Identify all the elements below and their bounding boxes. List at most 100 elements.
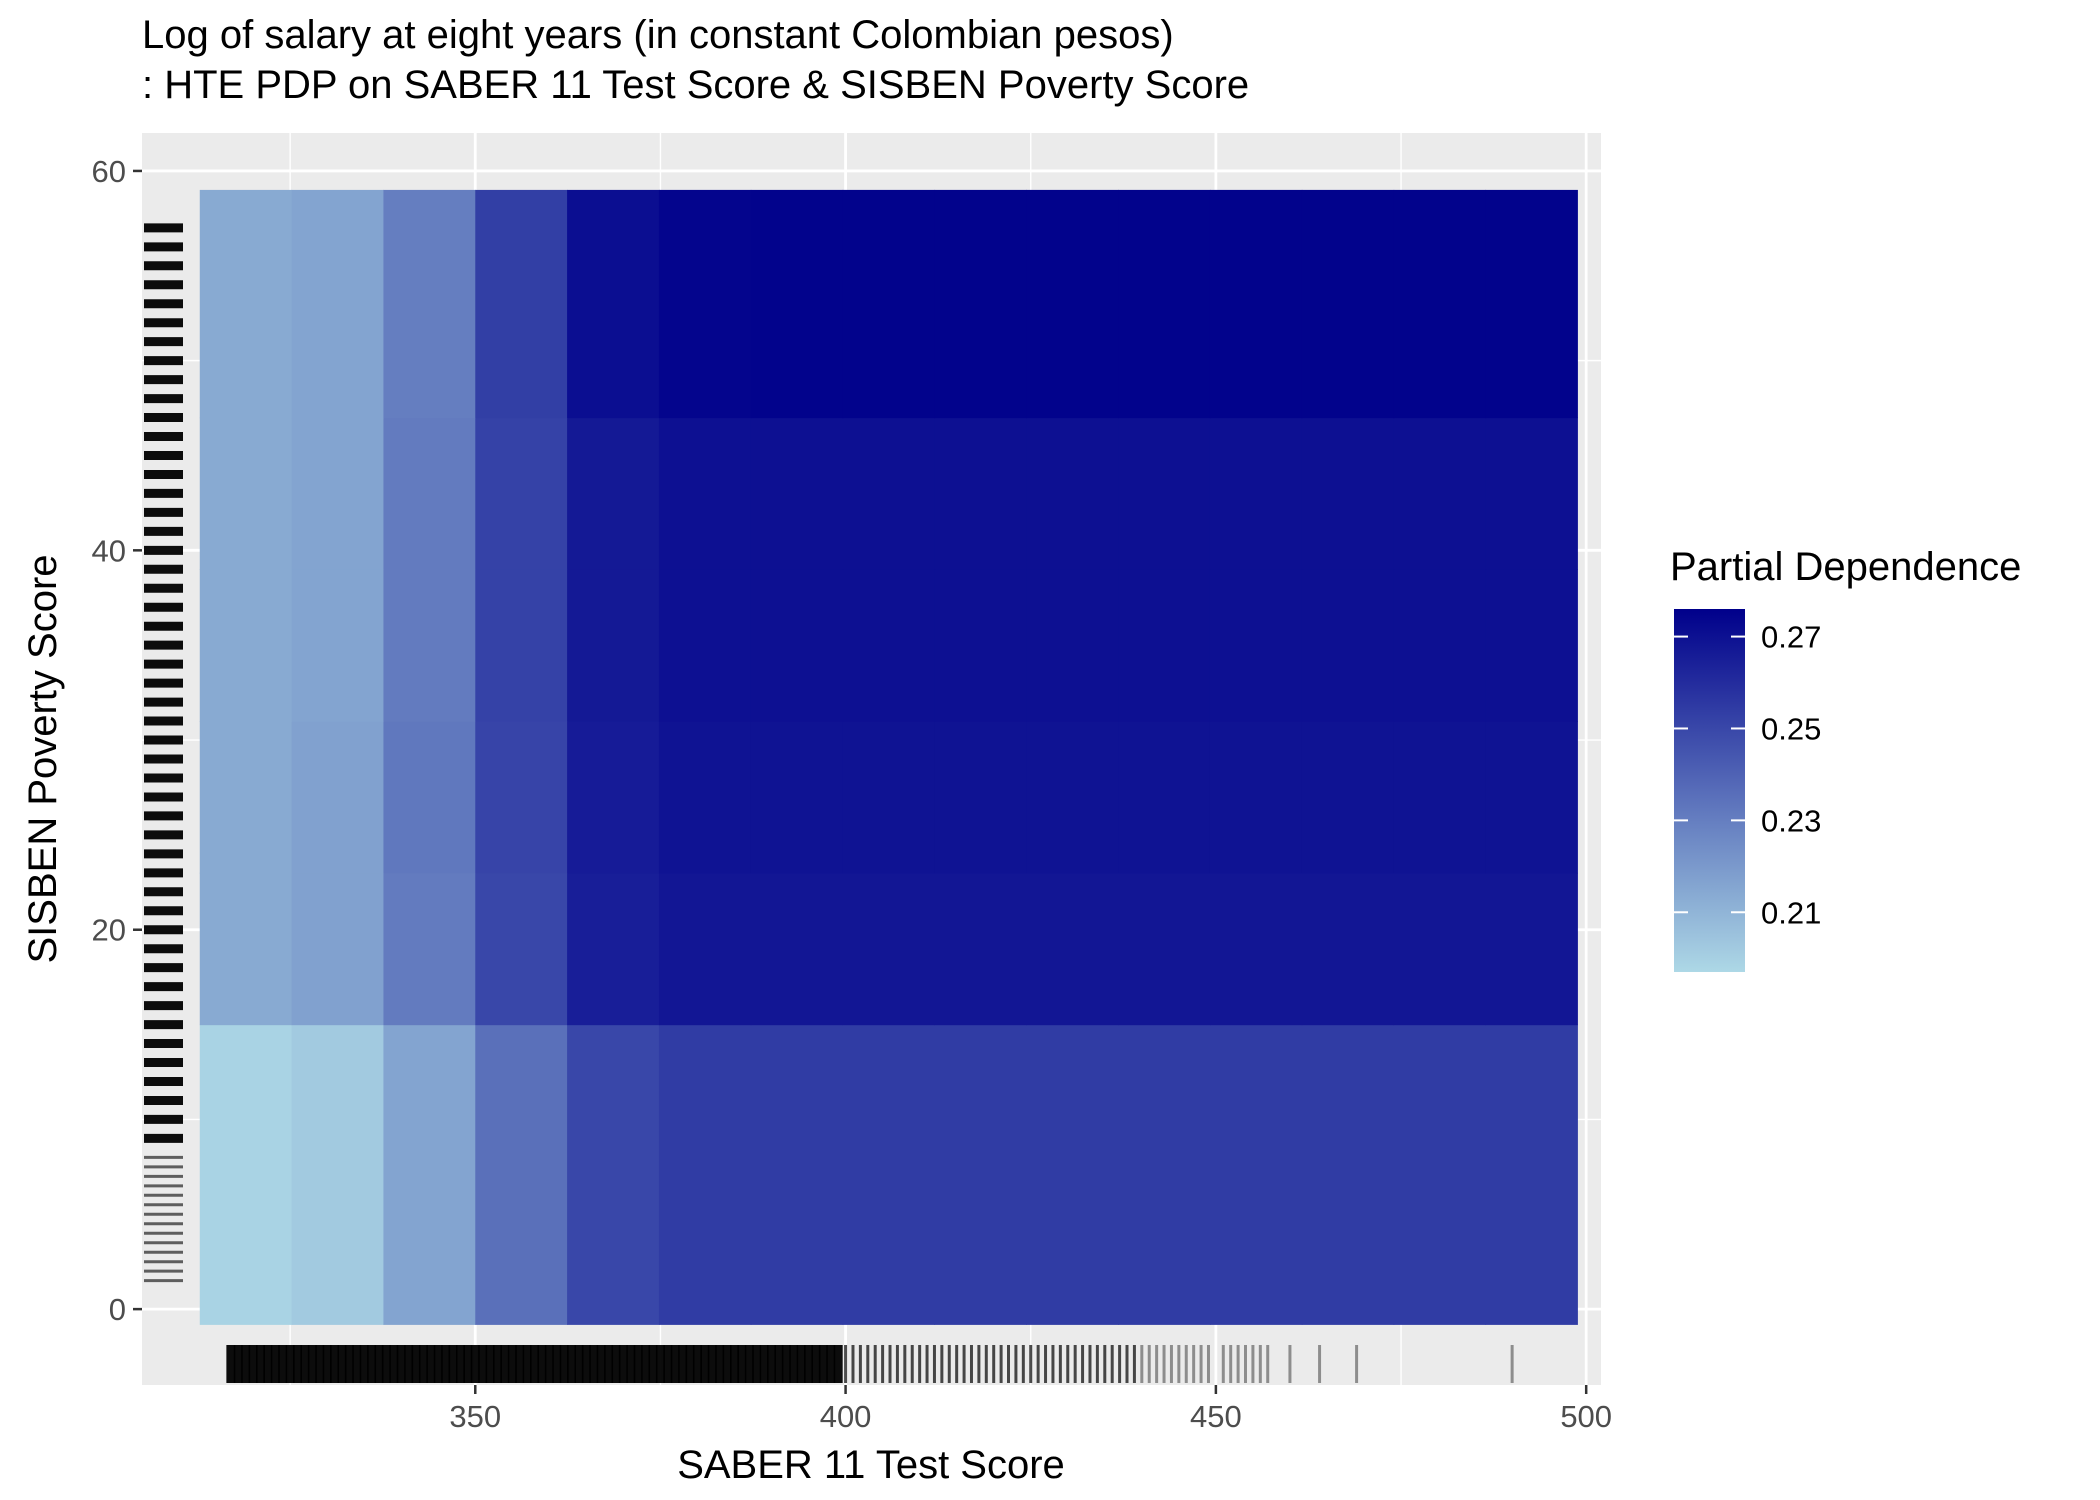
heatmap-tile [1209, 189, 1303, 419]
heatmap-tile [658, 189, 752, 419]
heatmap-tile [934, 417, 1027, 570]
y-axis: 0 20 40 60 [92, 154, 142, 1327]
heatmap-tile [1301, 189, 1395, 419]
legend-tick-label: 0.21 [1761, 895, 1821, 930]
heatmap-tile [1393, 1024, 1487, 1325]
heatmap-tile [567, 872, 660, 1026]
x-tick-label: 350 [449, 1399, 501, 1434]
x-tick-label: 450 [1190, 1399, 1242, 1434]
heatmap-tile [842, 1024, 936, 1325]
heatmap-tile [291, 569, 385, 722]
heatmap-tile [1485, 569, 1578, 722]
heatmap-tile [750, 721, 844, 874]
heatmap-tile [1118, 417, 1211, 570]
heatmap-tile [1393, 569, 1487, 722]
legend-tick-label: 0.27 [1761, 620, 1821, 655]
heatmap-tile [842, 189, 936, 419]
legend-tick-label: 0.25 [1761, 711, 1821, 746]
heatmap-tile [567, 1024, 660, 1325]
heatmap-tile [383, 1024, 476, 1325]
x-tick-label: 400 [820, 1399, 872, 1434]
heatmap-tile [1026, 189, 1119, 419]
x-axis: 350 400 450 500 [449, 1385, 1612, 1434]
heatmap-tile [475, 872, 568, 1026]
heatmap-tile [199, 569, 293, 722]
heatmap-tile [1485, 1024, 1578, 1325]
y-tick-label: 60 [92, 154, 126, 189]
heatmap-tile [1301, 721, 1395, 874]
heatmap-tile [750, 1024, 844, 1325]
chart-title: Log of salary at eight years (in constan… [142, 13, 1174, 57]
heatmap-tile [658, 1024, 752, 1325]
heatmap-tile [842, 872, 936, 1026]
heatmap-tile [1209, 417, 1303, 570]
heatmap-tile [842, 569, 936, 722]
heatmap-tile [1118, 189, 1211, 419]
heatmap-tile [383, 189, 476, 419]
heatmap-tile [291, 189, 385, 419]
heatmap-tile [1026, 1024, 1119, 1325]
heatmap-tile [475, 569, 568, 722]
heatmap-tile [1209, 872, 1303, 1026]
heatmap-tile [1118, 721, 1211, 874]
heatmap-tile [658, 417, 752, 570]
y-tick-label: 20 [92, 913, 126, 948]
legend-ticks: 0.21 0.23 0.25 0.27 [1674, 620, 1821, 930]
heatmap-tile [1393, 872, 1487, 1026]
y-axis-title: SISBEN Poverty Score [21, 554, 65, 963]
heatmap-tile [567, 417, 660, 570]
heatmap-tile [1393, 189, 1487, 419]
heatmap-tile [383, 569, 476, 722]
heatmap-tile [199, 189, 293, 419]
heatmap-tile [567, 569, 660, 722]
heatmap-tile [291, 1024, 385, 1325]
heatmap-tile [291, 721, 385, 874]
heatmap-tile [291, 417, 385, 570]
heatmap-tile [199, 1024, 293, 1325]
heatmap-tile [1301, 1024, 1395, 1325]
heatmap-tile [1485, 417, 1578, 570]
heatmap-tiles [199, 189, 1578, 1325]
heatmap-tile [1209, 721, 1303, 874]
legend-title: Partial Dependence [1670, 545, 2021, 589]
heatmap-tile [291, 872, 385, 1026]
heatmap-tile [383, 721, 476, 874]
heatmap-tile [1485, 721, 1578, 874]
heatmap-tile [1118, 872, 1211, 1026]
heatmap-tile [1209, 569, 1303, 722]
rug-y [144, 223, 183, 1283]
heatmap-tile [750, 872, 844, 1026]
heatmap-tile [1393, 417, 1487, 570]
heatmap-tile [842, 721, 936, 874]
heatmap-tile [658, 569, 752, 722]
heatmap-tile [1118, 569, 1211, 722]
heatmap-tile [1026, 721, 1119, 874]
heatmap-tile [383, 872, 476, 1026]
heatmap-tile [750, 189, 844, 419]
heatmap-tile [1301, 417, 1395, 570]
heatmap-tile [934, 189, 1027, 419]
heatmap-tile [199, 872, 293, 1026]
heatmap-tile [1026, 872, 1119, 1026]
heatmap-tile [934, 721, 1027, 874]
heatmap-tile [1026, 569, 1119, 722]
heatmap-tile [1301, 569, 1395, 722]
heatmap-tile [842, 417, 936, 570]
chart-subtitle: : HTE PDP on SABER 11 Test Score & SISBE… [142, 63, 1249, 107]
heatmap-tile [475, 1024, 568, 1325]
heatmap-tile [383, 417, 476, 570]
x-axis-title: SABER 11 Test Score [677, 1443, 1065, 1487]
heatmap-tile [934, 872, 1027, 1026]
legend-colorbar [1674, 609, 1745, 972]
heatmap-tile [567, 189, 660, 419]
heatmap-tile [475, 189, 568, 419]
legend: Partial Dependence 0.21 0.23 0.25 0.27 [1670, 545, 2021, 972]
heatmap-tile [567, 721, 660, 874]
heatmap-tile [1118, 1024, 1211, 1325]
heatmap-tile [1393, 721, 1487, 874]
heatmap-tile [750, 417, 844, 570]
rug-x [226, 1345, 1514, 1383]
x-tick-label: 500 [1560, 1399, 1612, 1434]
heatmap-tile [658, 872, 752, 1026]
